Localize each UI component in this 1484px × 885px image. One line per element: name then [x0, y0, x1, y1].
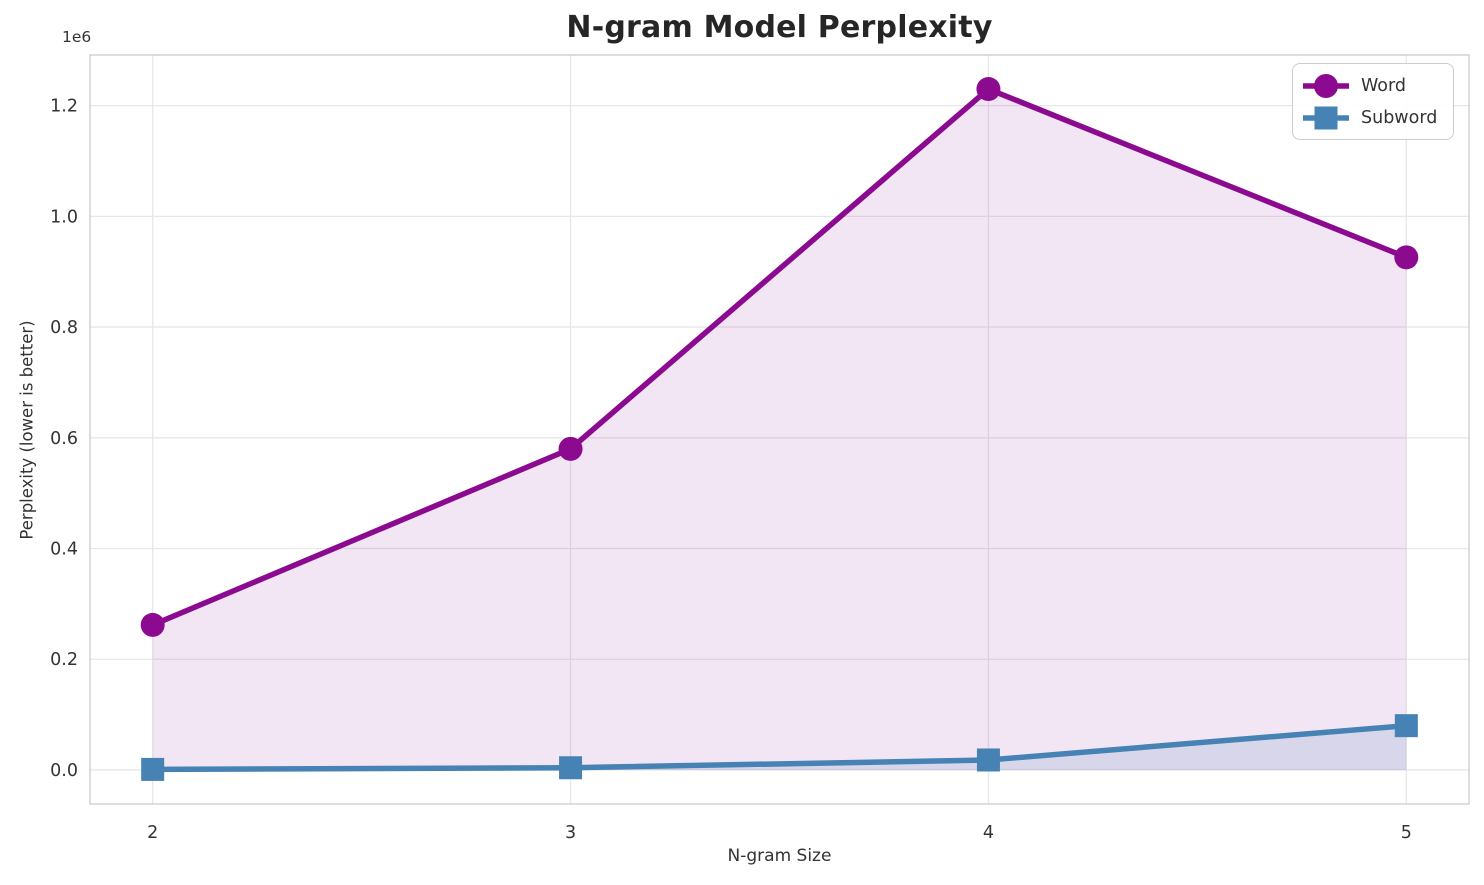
legend: Word Subword	[1292, 63, 1455, 140]
x-axis-label: N-gram Size	[727, 846, 832, 866]
subword-legend-square	[1314, 106, 1338, 129]
subword-line	[152, 722, 1407, 773]
chart-title: N-gram Model Perplexity	[566, 10, 993, 45]
y-tick-label: 0.2	[50, 650, 78, 670]
y-tick-label: 0.6	[50, 429, 78, 449]
y-tick-label: 0.0	[50, 761, 78, 781]
legend-label-subword: Subword	[1361, 107, 1438, 128]
legend-item-word: Word	[1302, 71, 1437, 100]
x-tick-label: 2	[147, 823, 158, 843]
word-line	[151, 86, 1408, 628]
word-legend-marker-icon	[1303, 73, 1349, 98]
y-axis-offset-label: 1e6	[62, 28, 92, 46]
word-marker	[1394, 245, 1419, 270]
word-marker	[976, 77, 1001, 102]
x-tick-label: 3	[565, 823, 576, 843]
y-axis-label: Perplexity (lower is better)	[17, 320, 37, 540]
subword-marker	[976, 748, 1000, 772]
subword-marker	[559, 756, 583, 780]
legend-item-subword: Subword	[1302, 103, 1437, 132]
axes-spines	[89, 54, 1470, 805]
word-marker	[558, 436, 583, 461]
word-marker	[140, 612, 165, 637]
y-tick-label: 1.2	[50, 97, 78, 117]
x-tick-label: 5	[1401, 823, 1412, 843]
subword-fill-area	[152, 725, 1407, 770]
x-tick-label: 4	[983, 823, 994, 843]
subword-marker	[1394, 714, 1418, 738]
word-legend-dot	[1314, 73, 1338, 98]
y-tick-label: 0.8	[50, 318, 78, 338]
legend-label-word: Word	[1361, 75, 1406, 96]
subword-marker	[141, 757, 165, 781]
subword-legend-marker-icon	[1303, 106, 1349, 129]
y-tick-label: 1.0	[50, 207, 78, 227]
y-tick-label: 0.4	[50, 540, 78, 560]
word-fill-area	[152, 89, 1407, 770]
